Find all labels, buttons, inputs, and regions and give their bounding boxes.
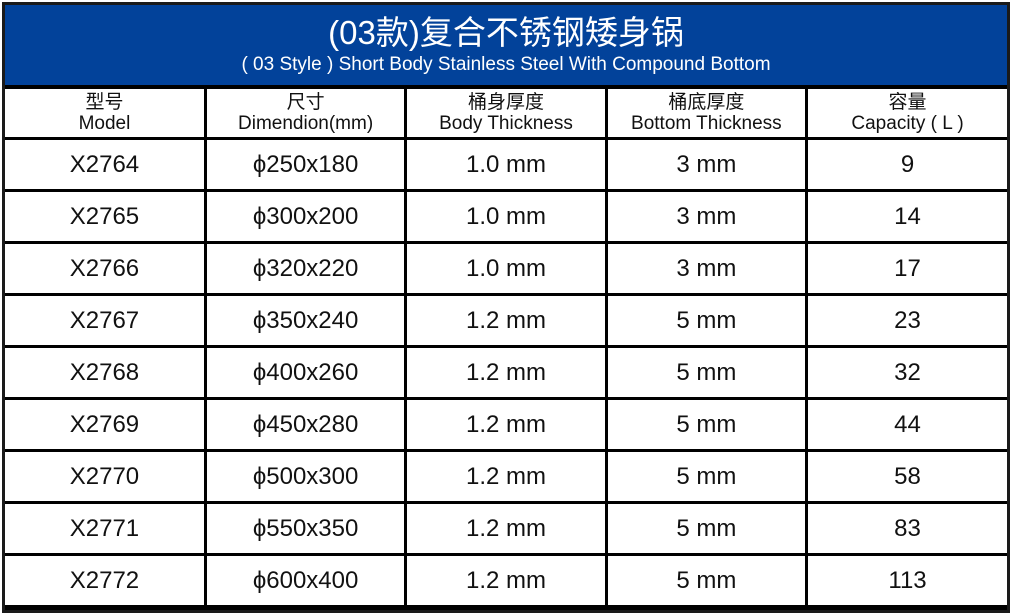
bottom-thickness-cell: 5 mm — [604, 501, 809, 556]
header-en: Model — [78, 113, 131, 134]
bottom-thickness-cell: 5 mm — [604, 345, 809, 400]
spec-table: 型号 Model 尺寸 Dimendion(mm) 桶身厚度 Body Thickne… — [5, 86, 1007, 605]
bottom-thickness-cell: 5 mm — [604, 449, 809, 504]
model-cell: X2770 — [5, 449, 207, 504]
body-thickness-cell: 1.0 mm — [404, 137, 608, 192]
header-cn: 桶底厚度 — [668, 92, 745, 113]
body-thickness-cell: 1.2 mm — [404, 345, 608, 400]
body-thickness-cell: 1.2 mm — [404, 501, 608, 556]
model-cell: X2766 — [5, 241, 207, 296]
capacity-cell: 44 — [805, 397, 1007, 452]
bottom-thickness-cell: 5 mm — [604, 397, 809, 452]
header-dimension: 尺寸 Dimendion(mm) — [203, 86, 408, 140]
table-row: X2772 ϕ600x400 1.2 mm 5 mm 113 — [5, 553, 1007, 605]
table-row: X2770 ϕ500x300 1.2 mm 5 mm 58 — [5, 449, 1007, 504]
title-chinese: (03款)复合不锈钢矮身锅 — [328, 14, 684, 51]
capacity-cell: 113 — [805, 553, 1007, 605]
dimension-cell: ϕ550x350 — [203, 501, 408, 556]
header-capacity: 容量 Capacity ( L ) — [805, 86, 1007, 140]
body-thickness-cell: 1.2 mm — [404, 293, 608, 348]
header-model: 型号 Model — [5, 86, 207, 140]
header-bottom-thickness: 桶底厚度 Bottom Thickness — [604, 86, 809, 140]
bottom-thickness-cell: 3 mm — [604, 241, 809, 296]
capacity-cell: 23 — [805, 293, 1007, 348]
bottom-thickness-cell: 5 mm — [604, 553, 809, 605]
dimension-cell: ϕ320x220 — [203, 241, 408, 296]
capacity-cell: 32 — [805, 345, 1007, 400]
header-en: Capacity ( L ) — [851, 113, 964, 134]
header-en: Bottom Thickness — [631, 113, 782, 134]
model-cell: X2771 — [5, 501, 207, 556]
table-row: X2767 ϕ350x240 1.2 mm 5 mm 23 — [5, 293, 1007, 348]
dimension-cell: ϕ600x400 — [203, 553, 408, 605]
dimension-cell: ϕ500x300 — [203, 449, 408, 504]
body-thickness-cell: 1.0 mm — [404, 241, 608, 296]
capacity-cell: 58 — [805, 449, 1007, 504]
table-row: X2771 ϕ550x350 1.2 mm 5 mm 83 — [5, 501, 1007, 556]
header-cn: 尺寸 — [286, 92, 325, 113]
dimension-cell: ϕ450x280 — [203, 397, 408, 452]
model-cell: X2764 — [5, 137, 207, 192]
body-thickness-cell: 1.2 mm — [404, 397, 608, 452]
bottom-thickness-cell: 5 mm — [604, 293, 809, 348]
header-cn: 容量 — [888, 92, 927, 113]
table-row: X2769 ϕ450x280 1.2 mm 5 mm 44 — [5, 397, 1007, 452]
model-cell: X2765 — [5, 189, 207, 244]
header-cn: 桶身厚度 — [467, 92, 544, 113]
table-title: (03款)复合不锈钢矮身锅 ( 03 Style ) Short Body St… — [5, 5, 1007, 85]
body-thickness-cell: 1.2 mm — [404, 449, 608, 504]
dimension-cell: ϕ400x260 — [203, 345, 408, 400]
capacity-cell: 14 — [805, 189, 1007, 244]
header-row: 型号 Model 尺寸 Dimendion(mm) 桶身厚度 Body Thickne… — [5, 86, 1007, 140]
title-english: ( 03 Style ) Short Body Stainless Steel … — [241, 54, 771, 75]
header-en: Body Thickness — [439, 113, 573, 134]
header-body-thickness: 桶身厚度 Body Thickness — [404, 86, 608, 140]
capacity-cell: 83 — [805, 501, 1007, 556]
dimension-cell: ϕ300x200 — [203, 189, 408, 244]
bottom-thickness-cell: 3 mm — [604, 189, 809, 244]
table-row: X2768 ϕ400x260 1.2 mm 5 mm 32 — [5, 345, 1007, 400]
dimension-cell: ϕ250x180 — [203, 137, 408, 192]
body-thickness-cell: 1.2 mm — [404, 553, 608, 605]
table-row: X2765 ϕ300x200 1.0 mm 3 mm 14 — [5, 189, 1007, 244]
header-en: Dimendion(mm) — [238, 113, 374, 134]
model-cell: X2767 — [5, 293, 207, 348]
dimension-cell: ϕ350x240 — [203, 293, 408, 348]
model-cell: X2772 — [5, 553, 207, 605]
model-cell: X2769 — [5, 397, 207, 452]
capacity-cell: 17 — [805, 241, 1007, 296]
model-cell: X2768 — [5, 345, 207, 400]
header-cn: 型号 — [85, 92, 124, 113]
bottom-thickness-cell: 3 mm — [604, 137, 809, 192]
capacity-cell: 9 — [805, 137, 1007, 192]
body-thickness-cell: 1.0 mm — [404, 189, 608, 244]
table-row: X2764 ϕ250x180 1.0 mm 3 mm 9 — [5, 137, 1007, 192]
table-row: X2766 ϕ320x220 1.0 mm 3 mm 17 — [5, 241, 1007, 296]
